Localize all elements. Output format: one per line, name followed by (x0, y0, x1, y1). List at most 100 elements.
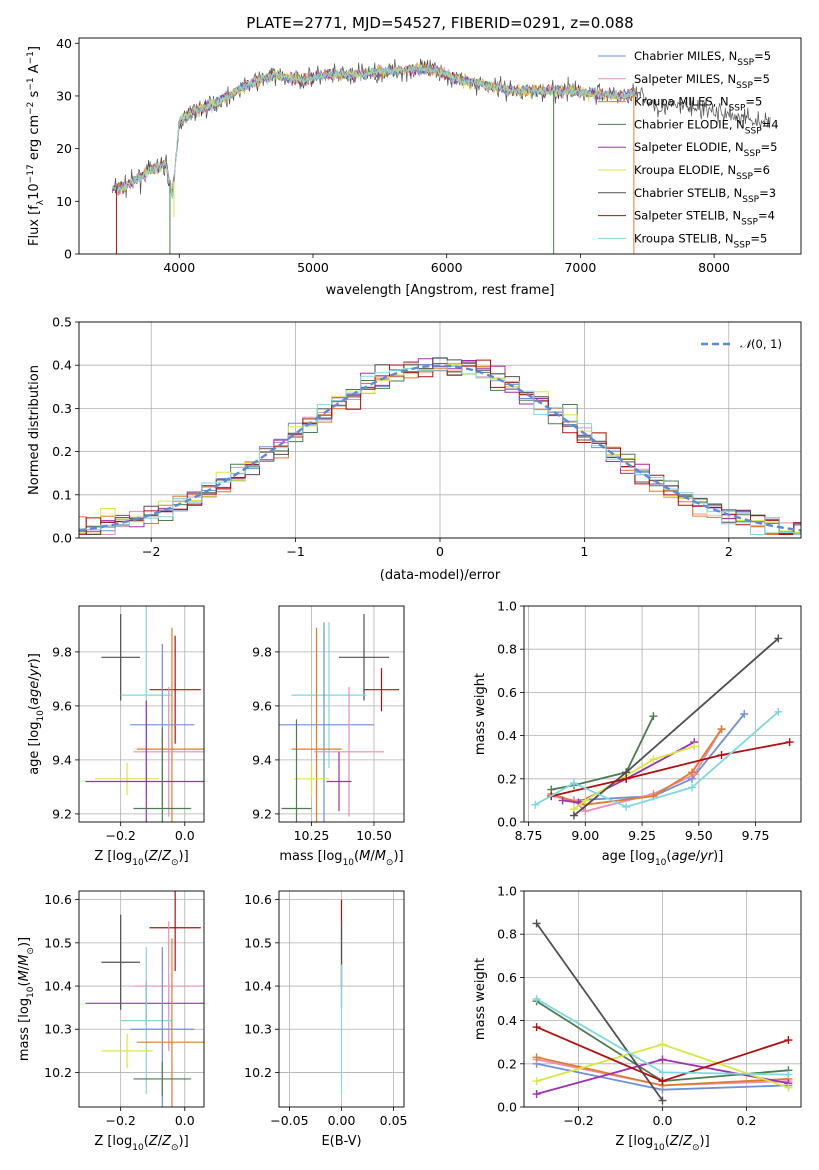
legend-label: Salpeter ELODIE, NSSP=5 (634, 140, 777, 159)
y-axis-label: mass weight (473, 958, 488, 1040)
series-marker (532, 1090, 541, 1099)
x-axis-label: Z [log10(Z/Z⊙)] (94, 849, 188, 868)
x-tick-label: 9.50 (685, 828, 713, 843)
mass-vs-ebv-axes: −0.05 0.00 0.05 10.2 10.3 10.4 10.5 10.6 E(B-V) (244, 890, 408, 1149)
legend-label: Kroupa MILES, NSSP=5 (634, 95, 762, 114)
error-point-chabrier-stelib (339, 614, 389, 701)
y-tick-label: 10.4 (44, 979, 72, 994)
series-line (550, 741, 790, 797)
x-tick-label: 9.75 (742, 828, 770, 843)
y-tick-label: 0.8 (497, 642, 517, 657)
error-point-kroupa-miles (136, 938, 204, 1107)
x-tick-label: 0.05 (380, 1113, 408, 1128)
y-tick-label: 9.4 (52, 752, 72, 767)
y-tick-label: 0.2 (52, 444, 72, 459)
y-tick-label: 10.6 (44, 892, 72, 907)
y-tick-label: 10.4 (244, 979, 272, 994)
series-marker (774, 634, 783, 643)
x-tick-label: 9.25 (628, 828, 656, 843)
y-tick-label: 1.0 (497, 599, 517, 614)
error-point-salpeter-miles (133, 921, 204, 1051)
x-axis-label: E(B-V) (321, 1134, 361, 1149)
plot-area (85, 606, 204, 822)
y-tick-label: 0.6 (497, 970, 517, 985)
series-line (551, 715, 655, 791)
axes-frame (278, 605, 405, 823)
y-tick-label: 10.3 (244, 1022, 272, 1037)
legend: Chabrier MILES, NSSP=5 Salpeter MILES, NS… (598, 49, 779, 250)
error-point-kroupa-miles (136, 627, 204, 822)
x-tick-label: −0.2 (105, 828, 135, 843)
y-tick-label: 9.2 (52, 806, 72, 821)
legend-label: Kroupa STELIB, NSSP=5 (634, 231, 767, 250)
age-vs-mass-axes: 10.25 10.50 9.2 9.4 9.6 9.8 mass [log10(M/M⊙)] (252, 605, 405, 868)
y-axis-label: mass weight (473, 673, 488, 755)
y-tick-label: 20 (56, 141, 72, 156)
error-point-salpeter-stelib (149, 635, 201, 744)
error-point-salpeter-elodie (85, 700, 204, 822)
y-axis-label: age [log10(age/yr)] (27, 653, 46, 775)
x-tick-label: 4000 (163, 260, 195, 275)
x-tick-label: −0.2 (105, 1113, 135, 1128)
error-point-kroupa-stelib (120, 947, 172, 1095)
mass-weight-vs-z-axes: −0.2 0.0 0.2 0.0 0.2 0.4 0.6 0.8 1.0 Z [log10(Z/Z… (473, 884, 802, 1153)
y-tick-label: 9.8 (252, 644, 272, 659)
axes-frame (78, 605, 205, 823)
y-tick-label: 0.4 (52, 358, 72, 373)
normal-curve (79, 364, 801, 532)
y-tick-label: 10.5 (44, 935, 72, 950)
axes-frame (523, 605, 802, 823)
axes-frame (523, 890, 802, 1108)
error-point-salpeter-miles (314, 687, 384, 817)
error-point-chabrier-miles (279, 622, 374, 822)
series-marker (532, 919, 541, 928)
x-axis-label: Z [log10(Z/Z⊙)] (94, 1134, 188, 1153)
y-tick-label: 10.2 (44, 1065, 72, 1080)
y-tick-label: 9.2 (252, 806, 272, 821)
series-line (550, 728, 723, 806)
x-tick-label: 0 (436, 544, 444, 559)
spectrum-line-kroupa-stelib (112, 63, 637, 199)
y-tick-label: 40 (56, 36, 72, 51)
error-point-chabrier-stelib (101, 914, 140, 1010)
error-point-kroupa-miles (291, 627, 342, 822)
x-tick-label: −1 (286, 544, 304, 559)
legend-label: 𝒩(0, 1) (740, 337, 782, 351)
y-tick-label: 0.0 (497, 1100, 517, 1115)
series-line (573, 713, 745, 802)
mass-vs-z-axes: −0.2 0.0 10.2 10.3 10.4 10.5 10.6 Z [log10(Z/Z⊙… (17, 890, 205, 1153)
y-tick-label: 10.2 (244, 1065, 272, 1080)
x-tick-label: 0.2 (736, 1113, 756, 1128)
x-axis-label: mass [log10(M/M⊙)] (279, 849, 403, 868)
x-axis-label: age [log10(age/yr)] (602, 849, 724, 868)
y-tick-label: 0.4 (497, 728, 517, 743)
x-tick-label: 0.00 (328, 1113, 356, 1128)
error-point-salpeter-stelib (149, 891, 201, 971)
y-tick-label: 0.5 (52, 315, 72, 330)
plot-area (531, 634, 794, 820)
series-marker (622, 802, 631, 811)
x-tick-label: 6000 (431, 260, 463, 275)
y-axis-label: mass [log10(M/M⊙)] (17, 937, 36, 1061)
error-point-salpeter-miles (133, 687, 204, 817)
plot-area (279, 614, 399, 822)
series-marker (622, 774, 631, 783)
legend-label: Chabrier MILES, NSSP=5 (634, 49, 771, 68)
spectrum-line-salpeter-stelib (112, 64, 637, 197)
y-tick-label: 0.6 (497, 685, 517, 700)
x-axis-label: (data-model)/error (380, 568, 501, 583)
y-tick-label: 9.6 (252, 698, 272, 713)
axes-frame (78, 890, 205, 1108)
series-marker (690, 742, 699, 751)
plot-area (85, 891, 204, 1107)
spectrum-line-salpeter-elodie (117, 64, 637, 194)
age-vs-z-axes: −0.2 0.0 9.2 9.4 9.6 9.8 Z [log10(Z/Z⊙)] age [l… (27, 605, 205, 868)
legend-label: Salpeter MILES, NSSP=5 (634, 72, 770, 91)
error-point-chabrier-elodie (133, 1061, 192, 1097)
spectrum-line-chabrier-elodie (117, 64, 637, 193)
x-tick-label: 0.0 (175, 828, 195, 843)
y-tick-label: 0.3 (52, 401, 72, 416)
legend-label: Chabrier STELIB, NSSP=3 (634, 186, 776, 205)
y-tick-label: 0.0 (52, 531, 72, 546)
series-marker (569, 779, 578, 788)
